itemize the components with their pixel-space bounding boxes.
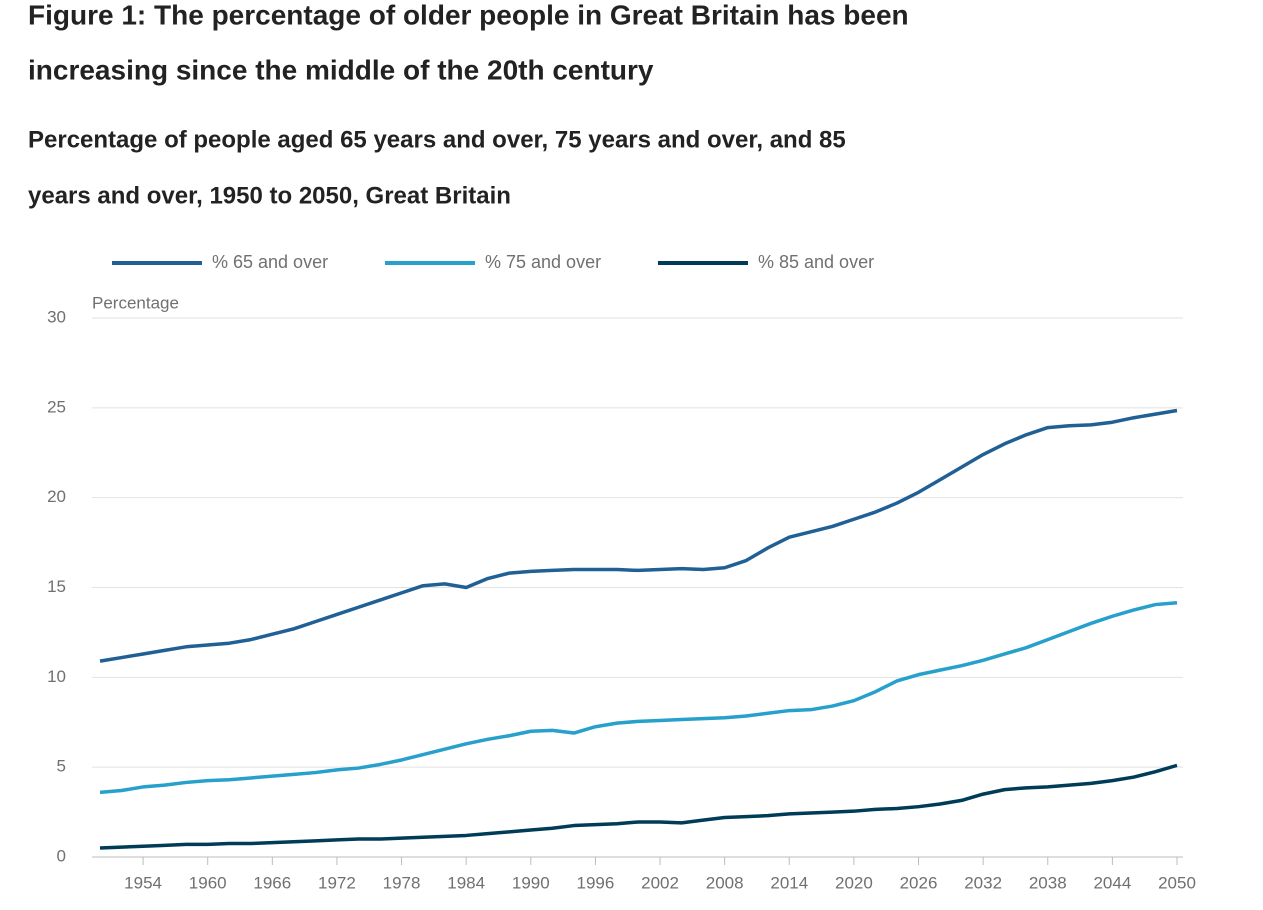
chart-subtitle: Percentage of people aged 65 years and o… bbox=[28, 126, 846, 153]
series-line bbox=[99, 408, 1178, 663]
x-tick-label: 2026 bbox=[900, 873, 938, 892]
x-tick-label: 2038 bbox=[1029, 873, 1067, 892]
x-tick-label: 2044 bbox=[1093, 873, 1131, 892]
chart-title: Figure 1: The percentage of older people… bbox=[28, 0, 909, 30]
chart-subtitle: years and over, 1950 to 2050, Great Brit… bbox=[28, 182, 511, 209]
x-tick-label: 2008 bbox=[706, 873, 744, 892]
y-tick-label: 20 bbox=[47, 487, 66, 506]
y-tick-label: 15 bbox=[47, 577, 66, 596]
legend-label: % 85 and over bbox=[758, 252, 874, 272]
chart-title: increasing since the middle of the 20th … bbox=[28, 54, 654, 85]
legend-label: % 75 and over bbox=[485, 252, 601, 272]
x-tick-label: 1996 bbox=[577, 873, 615, 892]
y-tick-label: 25 bbox=[47, 397, 66, 416]
x-tick-label: 2020 bbox=[835, 873, 873, 892]
x-tick-label: 1972 bbox=[318, 873, 356, 892]
y-tick-label: 10 bbox=[47, 667, 66, 686]
x-tick-label: 1960 bbox=[189, 873, 227, 892]
x-tick-label: 2050 bbox=[1158, 873, 1196, 892]
y-tick-label: 5 bbox=[57, 757, 66, 776]
legend-label: % 65 and over bbox=[212, 252, 328, 272]
x-tick-label: 2002 bbox=[641, 873, 679, 892]
x-tick-label: 1990 bbox=[512, 873, 550, 892]
x-tick-label: 1966 bbox=[253, 873, 291, 892]
y-axis-label: Percentage bbox=[92, 293, 179, 312]
x-tick-label: 2014 bbox=[770, 873, 808, 892]
y-tick-label: 0 bbox=[57, 846, 66, 865]
series-line bbox=[99, 601, 1178, 795]
series-line bbox=[99, 763, 1178, 850]
x-tick-label: 2032 bbox=[964, 873, 1002, 892]
x-tick-label: 1984 bbox=[447, 873, 485, 892]
y-tick-label: 30 bbox=[47, 307, 66, 326]
x-tick-label: 1978 bbox=[383, 873, 421, 892]
x-tick-label: 1954 bbox=[124, 873, 162, 892]
